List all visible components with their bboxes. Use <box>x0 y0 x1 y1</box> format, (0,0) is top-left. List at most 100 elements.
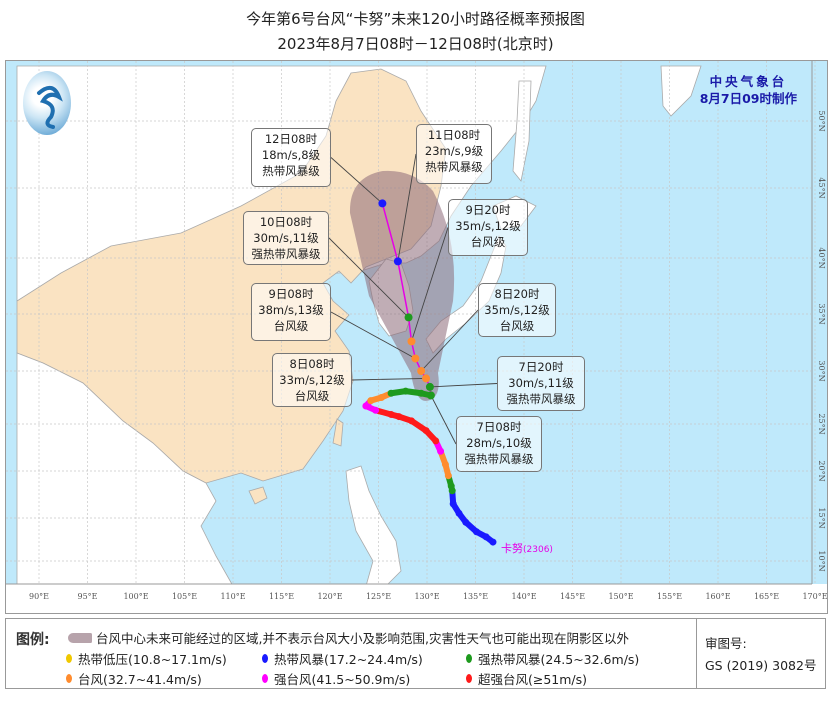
callout-level: 强热带风暴级 <box>506 392 576 406</box>
land-hainan <box>248 486 268 505</box>
callout-time: 11日08时 <box>427 128 481 142</box>
map-subtitle: 2023年8月7日08时－12日08时(北京时) <box>277 35 554 53</box>
forecast-point-7日20时[interactable] <box>425 382 434 391</box>
callout-level: 台风级 <box>294 389 330 403</box>
forecast-callout: 11日08时 23m/s,9级 热带风暴级 <box>416 124 492 184</box>
past-track-point <box>395 413 403 421</box>
legend-item-STY: 强台风(41.5~50.9m/s) <box>262 669 410 688</box>
legend-item-STS: 强热带风暴(24.5~32.6m/s) <box>466 649 639 668</box>
legend: 图例: 台风中心未来可能经过的区域,并不表示台风大小及影响范围,灾害性天气也可能… <box>5 618 697 689</box>
callout-leader-line <box>328 237 409 318</box>
callout-wind: 35m/s,12级 <box>455 219 521 233</box>
past-track-point <box>387 389 395 397</box>
callout-time: 9日08时 <box>268 287 314 301</box>
forecast-callout: 7日20时 30m/s,11级 强热带风暴级 <box>497 356 585 411</box>
callout-time: 8日20时 <box>494 287 540 301</box>
past-track-point <box>422 427 430 435</box>
forecast-callout: 8日08时 33m/s,12级 台风级 <box>272 353 352 407</box>
land-philippines <box>345 465 402 587</box>
forecast-point-9日20时[interactable] <box>407 337 416 346</box>
callout-wind: 38m/s,13级 <box>258 303 324 317</box>
lon-tick-label: 160°E <box>705 592 730 601</box>
forecast-callout: 9日20时 35m/s,12级 台风级 <box>448 199 528 256</box>
callout-leader-line <box>330 157 383 204</box>
callout-wind: 23m/s,9级 <box>424 144 484 158</box>
past-track-point <box>472 528 480 536</box>
lon-tick-label: 140°E <box>511 592 536 601</box>
storm-name-label: 卡努(2306) <box>501 540 553 556</box>
map-review-number: 审图号: GS (2019) 3082号 <box>697 618 826 689</box>
issue-time: 8月7日09时制作 <box>699 91 797 106</box>
callout-time: 10日08时 <box>259 215 313 229</box>
legend-item-TY: 台风(32.7~41.4m/s) <box>66 669 202 688</box>
callout-leader-line <box>429 383 498 388</box>
legend-item-label: 热带低压(10.8~17.1m/s) <box>78 652 227 667</box>
callout-level: 强热带风暴级 <box>464 452 534 466</box>
callout-leader-line <box>411 227 449 342</box>
storm-number: (2306) <box>523 545 553 555</box>
forecast-point-12日08时[interactable] <box>378 199 387 208</box>
forecast-point-7日08时[interactable] <box>426 391 435 400</box>
callout-time: 7日20时 <box>518 360 564 374</box>
legend-item-TD: 热带低压(10.8~17.1m/s) <box>66 649 227 668</box>
lon-tick-label: 105°E <box>172 592 197 601</box>
lat-tick-label: 30°N <box>817 360 826 381</box>
callout-leader-line <box>330 311 416 359</box>
lon-tick-label: 100°E <box>123 592 148 601</box>
axis-strip <box>6 584 827 613</box>
past-track-point <box>417 389 425 397</box>
callout-level: 热带风暴级 <box>425 160 483 174</box>
legend-item-TS: 热带风暴(17.2~24.4m/s) <box>262 649 423 668</box>
legend-item-SuperTY: 超强台风(≥51m/s) <box>466 669 587 688</box>
lon-tick-label: 170°E <box>802 592 827 601</box>
forecast-point-11日08时[interactable] <box>393 257 402 266</box>
callout-time: 9日20时 <box>465 203 511 217</box>
callout-leader-line <box>397 153 417 262</box>
callout-wind: 18m/s,8级 <box>261 148 321 162</box>
storm-name: 卡努 <box>501 542 523 555</box>
lon-tick-label: 120°E <box>317 592 342 601</box>
past-track-point <box>362 402 370 410</box>
cone-swatch-icon <box>68 632 92 643</box>
lat-tick-label: 25°N <box>817 413 826 434</box>
lat-tick-label: 10°N <box>817 550 826 571</box>
past-track-point <box>377 394 385 401</box>
lon-tick-label: 130°E <box>414 592 439 601</box>
typhoon-track-map: 90°E 95°E 100°E 105°E 110°E 115°E 120°E 125°E 13… <box>5 60 828 614</box>
callout-wind: 30m/s,11级 <box>253 231 319 245</box>
lon-tick-label: 90°E <box>29 592 49 601</box>
agency-name: 中央气象台 <box>709 74 788 89</box>
callout-time: 8日08时 <box>289 357 335 371</box>
past-track-point <box>462 518 470 526</box>
callout-wind: 30m/s,11级 <box>508 376 574 390</box>
review-number: GS (2019) 3082号 <box>705 658 817 673</box>
category-dot-icon <box>66 674 72 683</box>
lat-tick-label: 50°N <box>817 110 826 131</box>
legend-item-label: 热带风暴(17.2~24.4m/s) <box>274 652 423 667</box>
category-dot-icon <box>66 654 72 663</box>
callout-level: 强热带风暴级 <box>251 247 321 261</box>
forecast-point-8日20时[interactable] <box>417 367 426 375</box>
callout-wind: 28m/s,10级 <box>466 436 532 450</box>
forecast-point-9日08时[interactable] <box>411 354 420 363</box>
lon-tick-label: 165°E <box>754 592 779 601</box>
land-taiwan <box>332 418 344 447</box>
category-dot-icon <box>262 674 268 683</box>
past-track-point <box>367 397 375 405</box>
category-dot-icon <box>466 654 472 663</box>
land-sakhalin <box>512 80 532 182</box>
callout-wind: 35m/s,12级 <box>484 303 550 317</box>
lon-tick-label: 125°E <box>366 592 391 601</box>
forecast-point-8日08时[interactable] <box>422 374 431 383</box>
forecast-callout: 9日08时 38m/s,13级 台风级 <box>251 283 331 341</box>
legend-item-label: 台风(32.7~41.4m/s) <box>78 672 202 687</box>
lon-tick-label: 145°E <box>560 592 585 601</box>
lon-tick-label: 110°E <box>220 592 245 601</box>
lat-tick-label: 45°N <box>817 177 826 198</box>
forecast-point-10日08时[interactable] <box>404 313 413 322</box>
legend-item-label: 强热带风暴(24.5~32.6m/s) <box>478 652 640 667</box>
logo-emblem-icon <box>37 85 63 129</box>
issuing-agency: 中央气象台 8月7日09时制作 <box>700 73 797 107</box>
lon-tick-label: 115°E <box>269 592 294 601</box>
forecast-callout: 7日08时 28m/s,10级 强热带风暴级 <box>456 416 542 472</box>
